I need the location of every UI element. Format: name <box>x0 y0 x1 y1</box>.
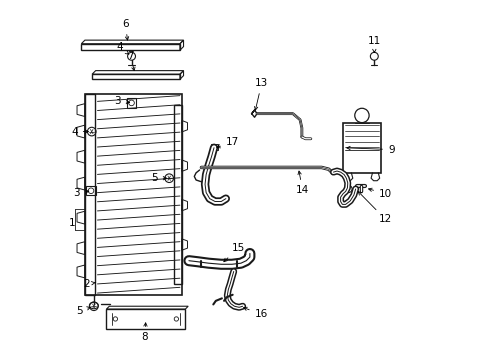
Text: 10: 10 <box>368 188 391 199</box>
Text: 17: 17 <box>216 138 239 148</box>
Text: 6: 6 <box>122 19 128 40</box>
Bar <box>81 44 180 50</box>
Text: 3: 3 <box>74 188 89 198</box>
Text: 11: 11 <box>367 36 380 53</box>
Bar <box>92 74 180 79</box>
Bar <box>211 144 217 149</box>
Bar <box>106 309 185 329</box>
Text: 5: 5 <box>151 173 166 183</box>
Text: 13: 13 <box>254 78 268 110</box>
Text: 1: 1 <box>68 218 75 228</box>
Text: 5: 5 <box>76 306 90 316</box>
Text: 12: 12 <box>358 192 391 224</box>
Bar <box>85 94 182 295</box>
Bar <box>126 98 136 108</box>
Text: 2: 2 <box>83 279 95 289</box>
Text: 14: 14 <box>295 171 308 195</box>
Text: 9: 9 <box>346 144 394 154</box>
Bar <box>85 94 95 295</box>
Text: 4: 4 <box>71 127 88 136</box>
Text: 3: 3 <box>114 96 129 106</box>
Text: 8: 8 <box>141 323 148 342</box>
Text: 16: 16 <box>243 307 267 319</box>
Bar <box>343 123 380 173</box>
Text: 15: 15 <box>224 243 244 262</box>
Bar <box>174 105 182 284</box>
Bar <box>86 186 96 195</box>
Text: 7: 7 <box>127 50 135 71</box>
Text: 4: 4 <box>116 42 129 54</box>
